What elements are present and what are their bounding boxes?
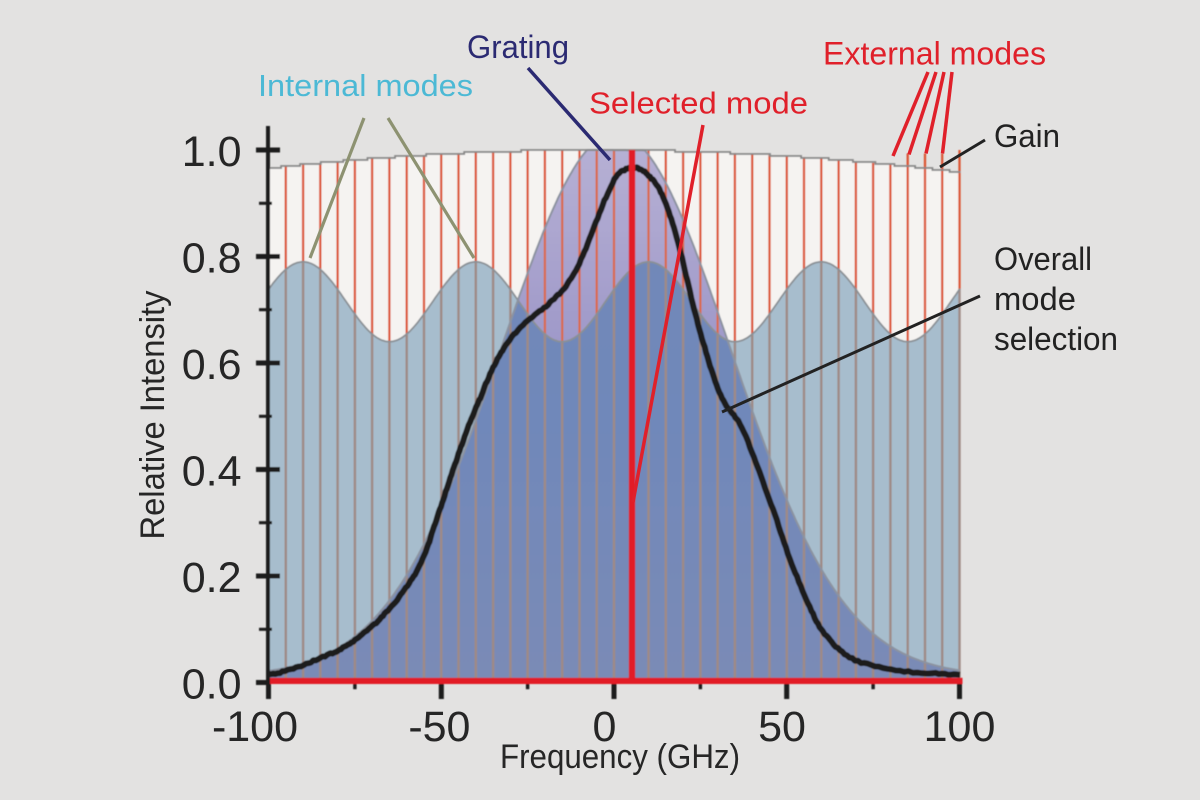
svg-text:0.4: 0.4 (182, 447, 242, 495)
svg-text:Relative Intensity: Relative Intensity (134, 291, 172, 540)
svg-text:External modes: External modes (823, 36, 1046, 72)
svg-text:Frequency (GHz): Frequency (GHz) (500, 738, 740, 776)
svg-text:1.0: 1.0 (182, 128, 242, 176)
svg-text:selection: selection (994, 321, 1118, 357)
svg-text:-50: -50 (408, 703, 470, 751)
svg-text:Internal modes: Internal modes (258, 68, 473, 103)
svg-text:0.0: 0.0 (182, 660, 242, 708)
svg-text:50: 50 (758, 703, 806, 751)
svg-text:0.2: 0.2 (182, 554, 242, 602)
svg-text:0.6: 0.6 (182, 341, 242, 389)
svg-text:Grating: Grating (467, 29, 569, 65)
svg-text:100: 100 (924, 703, 996, 751)
svg-text:Gain: Gain (994, 118, 1060, 154)
svg-text:mode: mode (994, 281, 1076, 317)
svg-text:-100: -100 (212, 703, 298, 751)
svg-text:0: 0 (593, 703, 617, 751)
svg-text:0.8: 0.8 (182, 234, 242, 282)
svg-text:Overall: Overall (994, 241, 1092, 277)
svg-text:Selected mode: Selected mode (589, 86, 808, 121)
